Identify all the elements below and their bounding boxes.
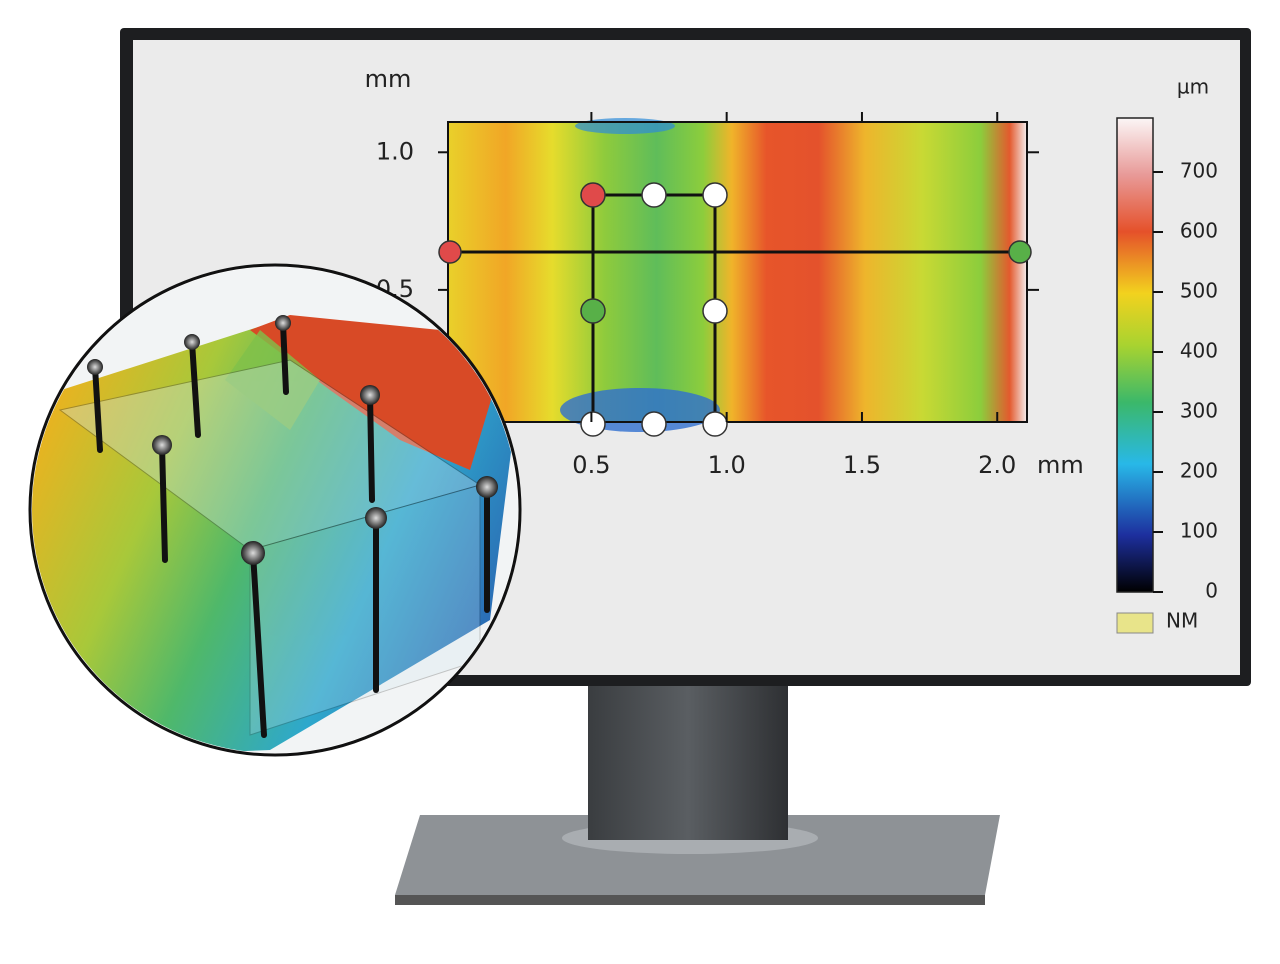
measure-points: [438, 182, 1032, 437]
legend-label: NM: [1166, 609, 1198, 633]
colorbar-tick-label: 400: [1180, 339, 1218, 363]
surface-inset: [28, 263, 522, 757]
colorbar-tick-label: 100: [1180, 519, 1218, 543]
y-tick-label: 1.0: [376, 137, 414, 165]
colorbar-tick-label: 300: [1180, 399, 1218, 423]
colorbar: [1116, 117, 1154, 593]
x-tick-label: 2.0: [978, 451, 1016, 479]
colorbar-tick-label: 700: [1180, 159, 1218, 183]
x-tick-label: 0.5: [572, 451, 610, 479]
x-tick-label: 1.0: [708, 451, 746, 479]
x-tick-label: 1.5: [843, 451, 881, 479]
colorbar-unit: µm: [1177, 75, 1209, 99]
heatmap-field: [448, 122, 1027, 422]
x-unit: mm: [1037, 451, 1084, 479]
colorbar-tick-label: 200: [1180, 459, 1218, 483]
plot-frame: [447, 121, 1028, 423]
colorbar-tick-label: 0: [1205, 579, 1218, 603]
legend-swatch: [1116, 612, 1154, 634]
colorbar-tick-label: 600: [1180, 219, 1218, 243]
heatmap-field: [575, 118, 675, 134]
y-unit: mm: [365, 65, 412, 93]
chart: mm mm µm NM 0.5 1.0 1.5 2.00.51.00100200300…: [365, 65, 1218, 634]
colorbar-tick-label: 500: [1180, 279, 1218, 303]
